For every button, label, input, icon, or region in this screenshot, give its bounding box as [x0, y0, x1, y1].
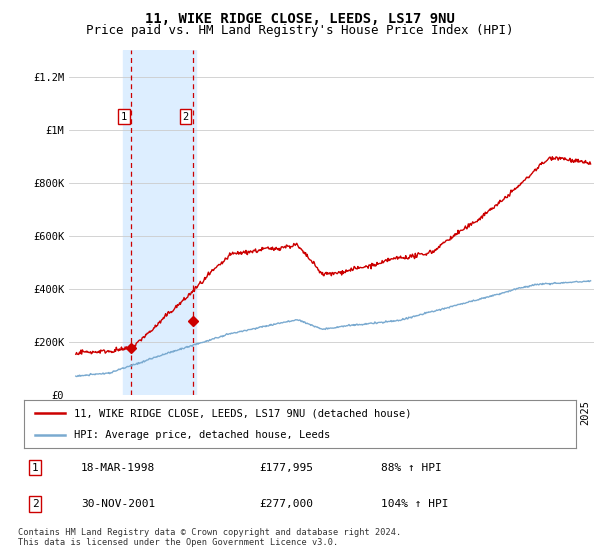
Text: 18-MAR-1998: 18-MAR-1998: [81, 463, 155, 473]
Text: £177,995: £177,995: [260, 463, 314, 473]
Text: Price paid vs. HM Land Registry's House Price Index (HPI): Price paid vs. HM Land Registry's House …: [86, 24, 514, 36]
Text: 2: 2: [32, 499, 38, 509]
Text: 11, WIKE RIDGE CLOSE, LEEDS, LS17 9NU (detached house): 11, WIKE RIDGE CLOSE, LEEDS, LS17 9NU (d…: [74, 408, 411, 418]
Text: 1: 1: [121, 111, 127, 122]
Text: £277,000: £277,000: [260, 499, 314, 509]
Text: HPI: Average price, detached house, Leeds: HPI: Average price, detached house, Leed…: [74, 430, 330, 440]
Bar: [122, 50, 196, 395]
Text: 30-NOV-2001: 30-NOV-2001: [81, 499, 155, 509]
Text: Contains HM Land Registry data © Crown copyright and database right 2024.
This d: Contains HM Land Registry data © Crown c…: [18, 528, 401, 547]
Text: 104% ↑ HPI: 104% ↑ HPI: [380, 499, 448, 509]
Text: 2: 2: [182, 111, 188, 122]
Text: 1: 1: [32, 463, 38, 473]
Text: 88% ↑ HPI: 88% ↑ HPI: [380, 463, 442, 473]
Text: 11, WIKE RIDGE CLOSE, LEEDS, LS17 9NU: 11, WIKE RIDGE CLOSE, LEEDS, LS17 9NU: [145, 12, 455, 26]
